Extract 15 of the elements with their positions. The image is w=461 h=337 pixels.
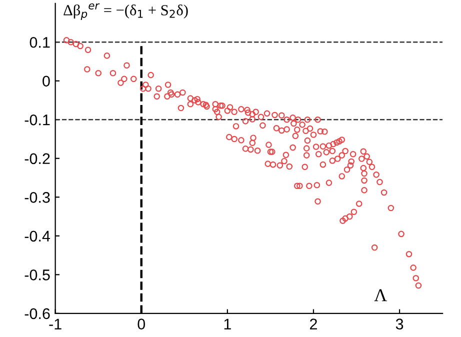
x-tick-label: 2 [310, 318, 317, 330]
y-tick-label: -0.2 [24, 153, 50, 164]
y-tick-label: -0.5 [24, 270, 50, 280]
x-axis-title: Λ [374, 289, 387, 302]
y-tick-label: 0 [42, 76, 50, 87]
y-axis-title: Δβ$_{p}$$^{er}$ = −(δ$_{1}$ + S$_{2}$δ) [64, 3, 188, 20]
y-tick-label: -0.6 [24, 308, 50, 320]
y-tick-label: -0.3 [24, 192, 50, 203]
x-tick-label: 1 [224, 318, 231, 330]
x-tick-label: -1 [49, 318, 62, 330]
y-tick-label: 0.1 [30, 36, 50, 48]
y-tick-label: -0.1 [24, 114, 50, 126]
x-tick-label: 3 [396, 318, 404, 330]
y-tick-label: -0.4 [24, 230, 50, 242]
x-tick-label: 0 [138, 318, 146, 330]
